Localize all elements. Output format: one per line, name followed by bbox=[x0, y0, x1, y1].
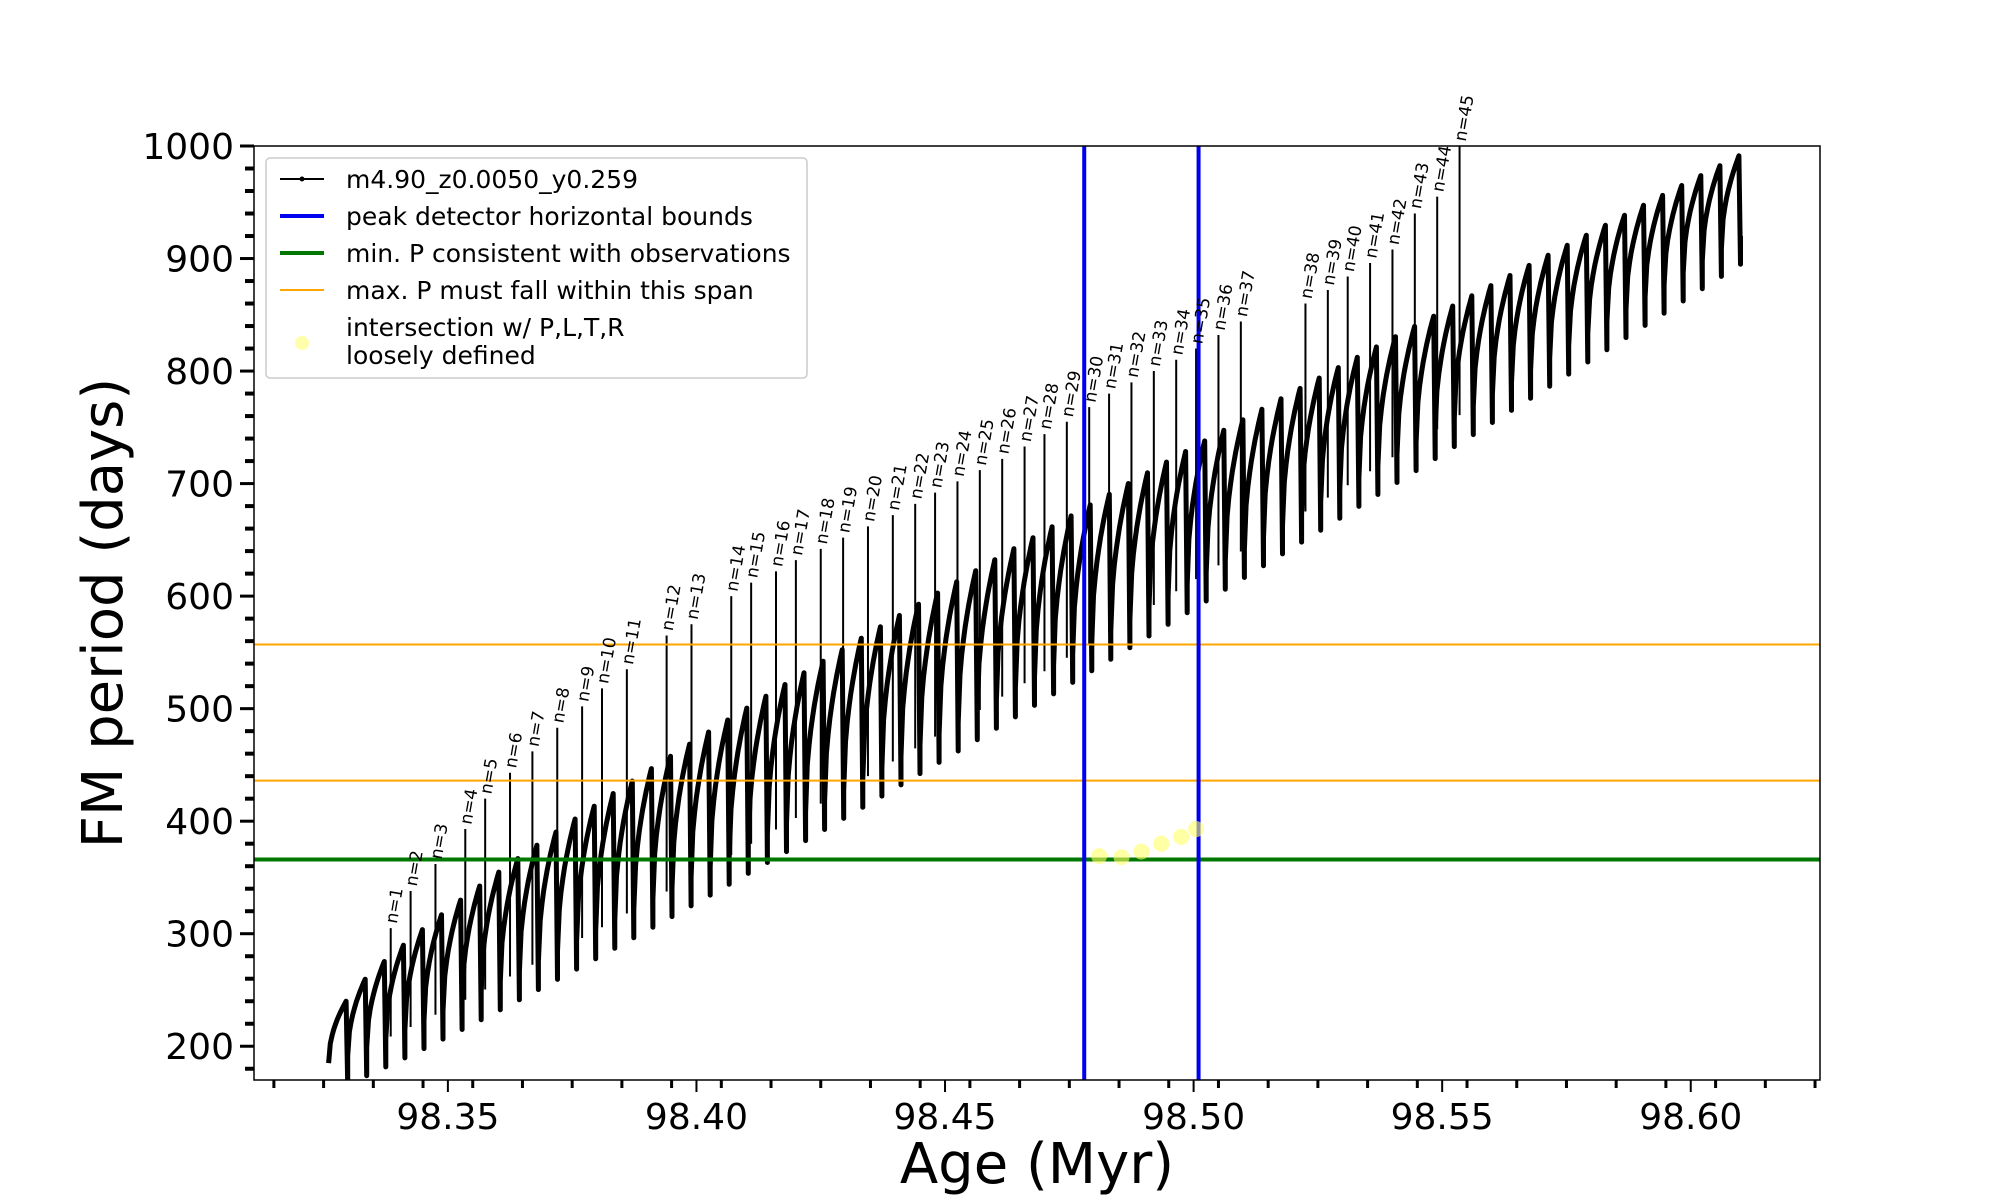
intersection-point bbox=[1113, 849, 1130, 866]
n-label: n=17 bbox=[787, 508, 815, 557]
x-tick-label: 98.35 bbox=[396, 1097, 499, 1138]
legend-label-peak-bounds: peak detector horizontal bounds bbox=[346, 202, 753, 231]
horizontal-lines bbox=[254, 643, 1820, 862]
intersection-point bbox=[1188, 821, 1205, 838]
n-label: n=44 bbox=[1428, 144, 1456, 193]
x-tick-label: 98.55 bbox=[1391, 1097, 1494, 1138]
y-tick-label: 600 bbox=[165, 577, 234, 618]
n-label: n=11 bbox=[618, 617, 646, 666]
vertical-lines bbox=[1082, 146, 1201, 1080]
model-track bbox=[326, 146, 1743, 1080]
y-tick-label: 700 bbox=[165, 465, 234, 506]
n-label: n=19 bbox=[834, 485, 862, 534]
n-label: n=37 bbox=[1232, 269, 1260, 318]
n-label: n=7 bbox=[524, 709, 550, 748]
intersection-point bbox=[1173, 828, 1190, 845]
plot-frame bbox=[253, 145, 1821, 1081]
n-label: n=10 bbox=[593, 636, 621, 685]
x-axis: 98.35 98.40 98.45 98.50 98.55 98.60 bbox=[272, 1080, 1817, 1138]
n-label: n=13 bbox=[683, 572, 711, 621]
n-label: n=45 bbox=[1451, 93, 1479, 142]
legend-label-intersection-line2: loosely defined bbox=[346, 341, 536, 370]
y-tick-label: 900 bbox=[165, 240, 234, 281]
y-tick-label: 400 bbox=[165, 802, 234, 843]
x-tick-label: 98.50 bbox=[1142, 1097, 1245, 1138]
legend-label-max-p: max. P must fall within this span bbox=[346, 276, 754, 305]
intersection-point bbox=[1091, 848, 1108, 865]
n-label: n=12 bbox=[658, 583, 686, 632]
legend-label-intersection: intersection w/ P,L,T,R bbox=[346, 313, 625, 342]
y-tick-label: 1000 bbox=[142, 127, 234, 168]
x-axis-title: Age (Myr) bbox=[900, 1132, 1174, 1197]
n-label: n=2 bbox=[402, 849, 428, 888]
legend-box bbox=[265, 157, 808, 379]
n-label: n=8 bbox=[549, 686, 575, 725]
intersection-points bbox=[1091, 821, 1205, 866]
n-label: n=20 bbox=[859, 474, 887, 523]
intersection-point bbox=[1153, 835, 1170, 852]
y-tick-label: 300 bbox=[165, 915, 234, 956]
n-label: n=15 bbox=[742, 530, 770, 579]
y-axis-title: FM period (days) bbox=[71, 378, 136, 848]
n-label: n=1 bbox=[382, 886, 408, 925]
y-axis: 200 300 400 500 600 700 800 900 1000 bbox=[142, 127, 254, 1071]
legend-label-model-track: m4.90_z0.0050_y0.259 bbox=[346, 165, 638, 194]
legend: m4.90_z0.0050_y0.259 peak detector horiz… bbox=[265, 157, 808, 379]
n-label: n=3 bbox=[427, 822, 453, 861]
legend-swatch-model-track-dot bbox=[299, 176, 305, 182]
y-tick-label: 800 bbox=[165, 352, 234, 393]
x-tick-label: 98.40 bbox=[645, 1097, 748, 1138]
intersection-point bbox=[1133, 843, 1150, 860]
model-track-line bbox=[326, 153, 1743, 1080]
y-tick-label: 200 bbox=[165, 1027, 234, 1068]
x-tick-label: 98.60 bbox=[1639, 1097, 1742, 1138]
x-tick-label: 98.45 bbox=[893, 1097, 996, 1138]
y-tick-label: 500 bbox=[165, 690, 234, 731]
n-label: n=6 bbox=[501, 731, 527, 770]
legend-label-min-p: min. P consistent with observations bbox=[346, 239, 791, 268]
legend-swatch-intersection bbox=[295, 336, 309, 350]
n-label: n=5 bbox=[476, 757, 502, 796]
